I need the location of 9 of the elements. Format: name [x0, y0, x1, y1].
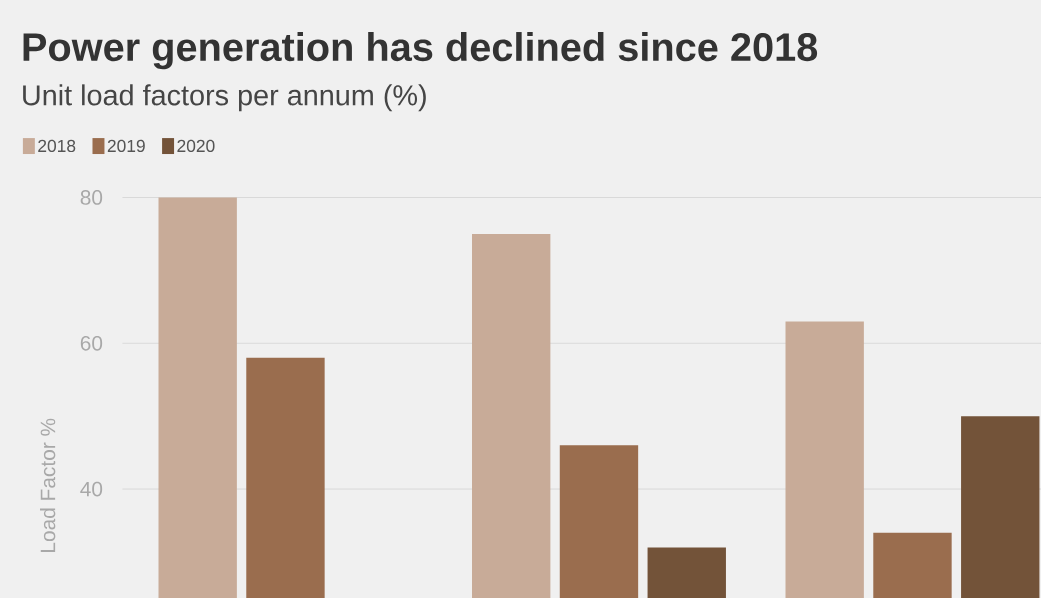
chart-title: Power generation has declined since 2018 [23, 31, 818, 70]
y-tick-label: 80 [80, 189, 103, 205]
y-tick-label: 40 [80, 481, 103, 497]
legend-label: 2020 [177, 139, 215, 152]
chart-subtitle: Unit load factors per annum (%) [23, 84, 426, 111]
legend-label: 2018 [38, 139, 76, 152]
y-tick-label: 60 [80, 335, 103, 351]
y-axis-title: Load Factor % [40, 418, 56, 552]
legend-label: 2019 [107, 139, 145, 152]
